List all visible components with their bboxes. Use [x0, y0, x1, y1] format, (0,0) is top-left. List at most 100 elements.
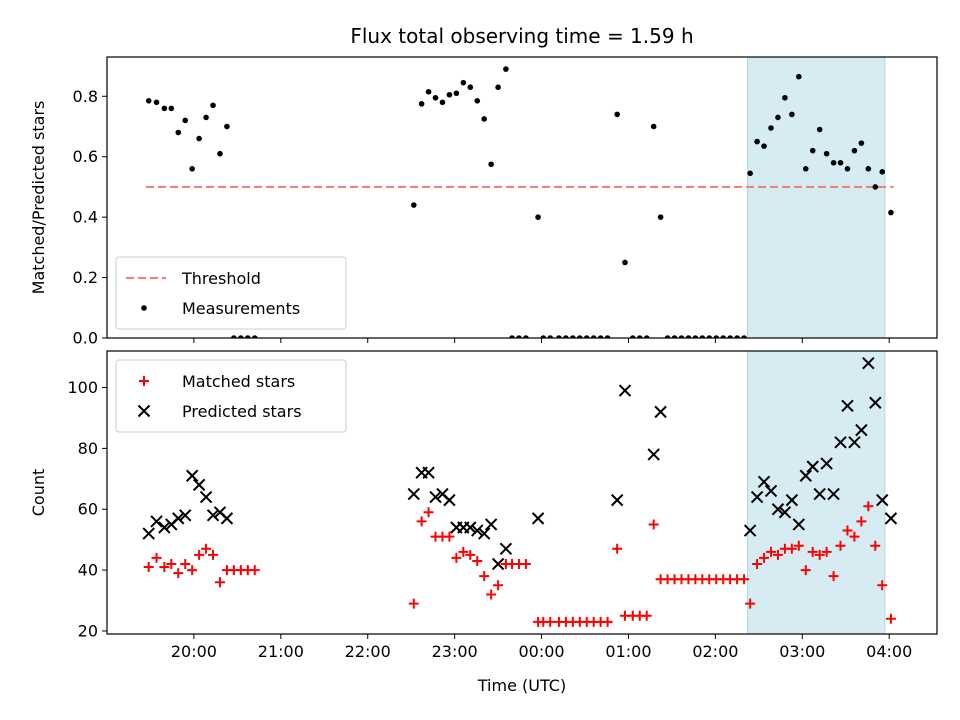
- bottom-y-tick-label: 60: [78, 500, 98, 519]
- top-series-1-point: [830, 159, 837, 166]
- top-series-1-point: [556, 335, 562, 338]
- top-series-1-point: [802, 165, 809, 172]
- bottom-series-1-point: [745, 598, 756, 609]
- bottom-series-2-point: [771, 503, 785, 516]
- bottom-series-1-point: [602, 616, 613, 627]
- bottom-series-1-point: [451, 552, 462, 563]
- top-series-1-point: [460, 79, 467, 86]
- bottom-series-2-point: [179, 509, 192, 522]
- bottom-series-1-point: [648, 519, 659, 530]
- top-series-1-point: [189, 165, 195, 172]
- bottom-series-1-point: [201, 543, 212, 554]
- top-series-1-point: [523, 335, 529, 338]
- top-series-1-point: [418, 101, 425, 107]
- bottom-series-2-point: [884, 512, 898, 525]
- bottom-series-1-point: [416, 516, 427, 527]
- top-series-1-point: [713, 335, 720, 338]
- top-series-1-point: [809, 147, 816, 154]
- bottom-series-2-point: [429, 490, 442, 504]
- top-y-axis-label: Matched/Predicted stars: [29, 101, 48, 295]
- bottom-series-1-point: [877, 580, 888, 591]
- x-tick-label: 03:00: [779, 642, 825, 661]
- bottom-series-2-point: [757, 475, 771, 489]
- bottom-series-2-point: [820, 457, 833, 470]
- bottom-series-2-point: [654, 405, 667, 419]
- top-series-1-point: [844, 165, 851, 172]
- top-series-1-point: [446, 91, 453, 98]
- bottom-series-1-point: [194, 549, 205, 560]
- top-legend: Threshold Measurements: [115, 256, 347, 330]
- bottom-series-2-point: [610, 493, 624, 507]
- bottom-legend: Matched stars Predicted stars: [115, 359, 347, 433]
- bottom-series-1-point: [772, 549, 783, 560]
- top-series-1-point: [768, 125, 774, 131]
- bottom-axes-frame: [106, 350, 938, 635]
- bottom-series-2-point: [150, 515, 163, 528]
- bottom-series-2-point: [443, 493, 456, 507]
- top-series-1-point: [858, 140, 865, 146]
- top-series-1-point: [583, 335, 590, 338]
- top-panel: 0.0 0.2 0.4 0.6 0.8 Matched/Predicted stars Th…: [29, 56, 938, 348]
- top-plot-area: [145, 66, 894, 338]
- top-series-1-point: [535, 214, 541, 220]
- top-series-1-point: [224, 123, 230, 130]
- top-series-1-point: [865, 165, 872, 172]
- top-y-tick-label: 0.6: [73, 147, 98, 166]
- bottom-series-2-point: [862, 356, 875, 370]
- top-series-1-point: [453, 90, 460, 97]
- top-series-1-point: [837, 159, 844, 166]
- bottom-series-2-point: [785, 493, 799, 507]
- top-y-tick-label: 0.8: [73, 87, 98, 106]
- top-series-1-point: [678, 335, 685, 338]
- bottom-series-1-point: [807, 546, 818, 557]
- bottom-y-tick-label: 20: [78, 621, 98, 640]
- top-series-1-point: [238, 335, 244, 338]
- bottom-series-1-point: [479, 571, 490, 582]
- bottom-series-1-point: [821, 546, 832, 557]
- bottom-series-2: [142, 356, 898, 571]
- bottom-series-1-point: [793, 540, 804, 551]
- bottom-series-2-point: [491, 557, 505, 571]
- top-series-1-point: [570, 335, 576, 338]
- top-series-1-point: [597, 335, 604, 338]
- top-series-1-point: [650, 123, 657, 130]
- top-series-1-point: [410, 202, 417, 208]
- top-series-1-point: [706, 335, 713, 338]
- top-series-1-point: [509, 335, 515, 338]
- x-tick-label: 04:00: [866, 642, 912, 661]
- bottom-series-1-point: [520, 559, 531, 570]
- bottom-series-1-point: [849, 531, 860, 542]
- bottom-series-2-point: [848, 436, 861, 449]
- top-series-1-point: [244, 335, 251, 338]
- top-series-1-point: [782, 94, 788, 101]
- top-series-1-point: [516, 335, 522, 338]
- top-series-1-point: [720, 335, 726, 338]
- chart-title: Flux total observing time = 1.59 h: [350, 24, 693, 48]
- bottom-series-2-point: [869, 396, 882, 409]
- top-legend-label-1: Threshold: [181, 269, 261, 288]
- top-series-1-point: [488, 161, 494, 168]
- bottom-series-1-point: [885, 613, 896, 624]
- top-series-1-point: [474, 98, 481, 104]
- top-series-1-point: [590, 335, 597, 338]
- top-series-1-point: [425, 88, 432, 95]
- bottom-series-1-point: [208, 549, 219, 560]
- bottom-series-2-point: [876, 493, 889, 507]
- top-series-1-point: [754, 138, 760, 145]
- bottom-legend-box: [115, 359, 347, 433]
- top-series-1-point: [699, 335, 706, 338]
- bottom-y-tick-label: 100: [67, 378, 98, 397]
- bottom-series-2-point: [647, 448, 660, 461]
- bottom-legend-swatch-1: [139, 376, 149, 386]
- bottom-series-1-point: [739, 574, 750, 585]
- top-series-1-point: [145, 98, 152, 104]
- top-legend-swatch-2: [141, 305, 147, 311]
- bottom-series-1-point: [214, 577, 225, 588]
- bottom-series-2-point: [778, 506, 792, 519]
- top-series-1-point: [563, 335, 569, 338]
- bottom-series-1-point: [800, 565, 811, 576]
- bottom-series-2-point: [477, 527, 491, 540]
- bottom-series-1-point: [472, 555, 483, 566]
- bottom-series-1-point: [835, 540, 846, 551]
